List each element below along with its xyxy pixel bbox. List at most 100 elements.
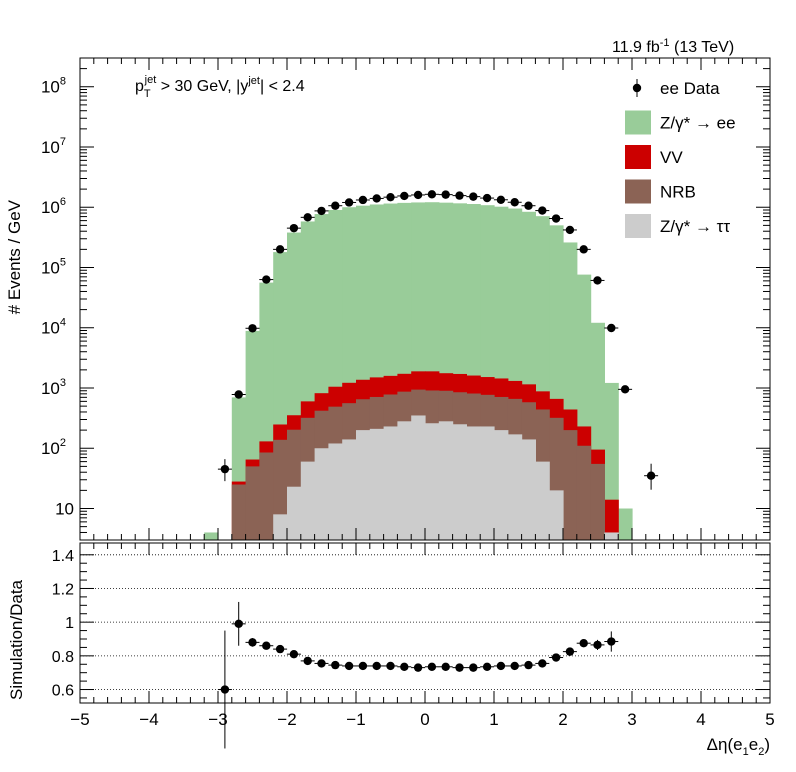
ratio-point xyxy=(538,659,547,668)
ratio-point xyxy=(317,659,326,668)
ratio-point xyxy=(234,619,243,629)
hist-bar-1 xyxy=(563,430,578,540)
hist-bar-0 xyxy=(328,443,343,540)
x-tick-label: −3 xyxy=(208,710,227,729)
x-tick-label: 4 xyxy=(696,710,705,729)
ratio-point xyxy=(427,662,437,671)
hist-bar-0 xyxy=(287,486,302,540)
legend-label: VV xyxy=(660,148,683,167)
x-tick-label: 3 xyxy=(627,710,636,729)
hist-bar-0 xyxy=(383,426,398,540)
stacked-histogram xyxy=(204,202,633,541)
data-point xyxy=(386,192,395,202)
data-point xyxy=(620,385,630,394)
ratio-y-tick-label: 0.8 xyxy=(52,649,74,666)
data-point xyxy=(317,206,326,216)
cut-annotation: pTjet > 30 GeV, |yjet| < 2.4 xyxy=(135,74,305,100)
x-tick-label: −1 xyxy=(346,710,365,729)
ratio-point xyxy=(469,663,478,672)
data-point xyxy=(496,195,506,204)
legend-swatch xyxy=(625,214,651,238)
legend-label: Z/γ* → ee xyxy=(660,114,736,133)
upper-y-tick-label: 103 xyxy=(41,377,66,398)
legend-swatch xyxy=(625,110,651,135)
upper-y-axis-label: # Events / GeV xyxy=(5,199,24,314)
ratio-point xyxy=(565,647,575,656)
data-point xyxy=(427,190,437,199)
legend-swatch xyxy=(625,145,651,169)
ratio-point xyxy=(551,653,561,662)
hist-bar-0 xyxy=(480,426,495,540)
hist-bar-0 xyxy=(604,532,619,540)
data-point xyxy=(551,214,561,223)
legend-label: ee Data xyxy=(660,79,720,98)
data-point xyxy=(413,190,423,200)
data-point xyxy=(607,323,616,333)
ratio-point xyxy=(331,660,340,670)
data-point xyxy=(593,276,602,285)
upper-y-tick-label: 10 xyxy=(55,499,74,518)
ratio-y-tick-label: 1 xyxy=(65,615,74,632)
data-point xyxy=(441,190,450,199)
ratio-y-tick-label: 1.2 xyxy=(52,581,74,598)
ratio-axes: −5 −4 −3 −2 −1 0 1 2 3 4 5 0.6 0.8 1 1.2 1.4 xyxy=(52,543,775,729)
x-tick-label: 5 xyxy=(765,710,774,729)
hist-bar-0 xyxy=(549,490,564,540)
upper-y-tick-label: 107 xyxy=(41,136,66,157)
hist-bar-3 xyxy=(204,532,219,540)
ratio-point xyxy=(441,662,450,671)
hist-bar-0 xyxy=(314,448,329,540)
ratio-point xyxy=(386,661,395,671)
hist-bar-0 xyxy=(494,430,509,540)
ratio-point xyxy=(372,661,381,671)
ratio-point xyxy=(262,641,271,650)
hist-bar-0 xyxy=(425,423,440,540)
ratio-point xyxy=(510,661,519,671)
data-point xyxy=(469,192,478,201)
data-point xyxy=(275,245,285,254)
data-point xyxy=(524,201,533,210)
ratio-point xyxy=(344,661,354,671)
ratio-y-tick-label: 1.4 xyxy=(52,548,74,565)
ratio-point xyxy=(289,649,299,659)
data-points xyxy=(217,190,659,490)
ratio-point xyxy=(455,663,464,672)
ratio-point xyxy=(413,663,423,672)
hist-bar-0 xyxy=(466,426,481,540)
hist-bar-0 xyxy=(397,421,412,540)
data-point xyxy=(646,471,656,480)
ratio-point xyxy=(524,660,533,670)
data-point xyxy=(510,198,519,207)
upper-y-tick-label: 105 xyxy=(41,256,66,277)
hist-bar-0 xyxy=(356,430,371,540)
cut-annotation-text: pTjet > 30 GeV, |yjet| < 2.4 xyxy=(135,74,305,100)
hist-bar-1 xyxy=(231,484,247,540)
data-point xyxy=(482,193,492,203)
hist-bar-1 xyxy=(245,466,260,540)
hist-bar-1 xyxy=(259,452,274,540)
hist-bar-0 xyxy=(535,461,550,540)
ratio-y-axis-label: Simulation/Data xyxy=(7,579,26,700)
data-point xyxy=(358,195,368,205)
legend-marker xyxy=(632,83,642,93)
data-point xyxy=(565,225,575,235)
data-point xyxy=(400,191,409,201)
ratio-point xyxy=(482,662,492,671)
ratio-point xyxy=(303,656,312,666)
legend-swatch xyxy=(625,179,651,204)
ratio-point xyxy=(248,638,257,647)
ratio-frame xyxy=(79,542,771,704)
data-point xyxy=(579,245,588,254)
luminosity-label: 11.9 fb-1 (13 TeV) xyxy=(612,37,734,56)
x-tick-label: 0 xyxy=(420,710,429,729)
hist-bar-0 xyxy=(342,439,357,540)
data-point xyxy=(248,324,257,333)
data-point xyxy=(262,275,271,284)
ratio-point xyxy=(275,644,285,654)
hist-bar-0 xyxy=(273,514,288,540)
x-tick-label: 1 xyxy=(489,710,498,729)
hist-bar-0 xyxy=(452,424,467,540)
ratio-y-tick-label: 0.6 xyxy=(52,683,74,700)
x-tick-label: 2 xyxy=(558,710,567,729)
